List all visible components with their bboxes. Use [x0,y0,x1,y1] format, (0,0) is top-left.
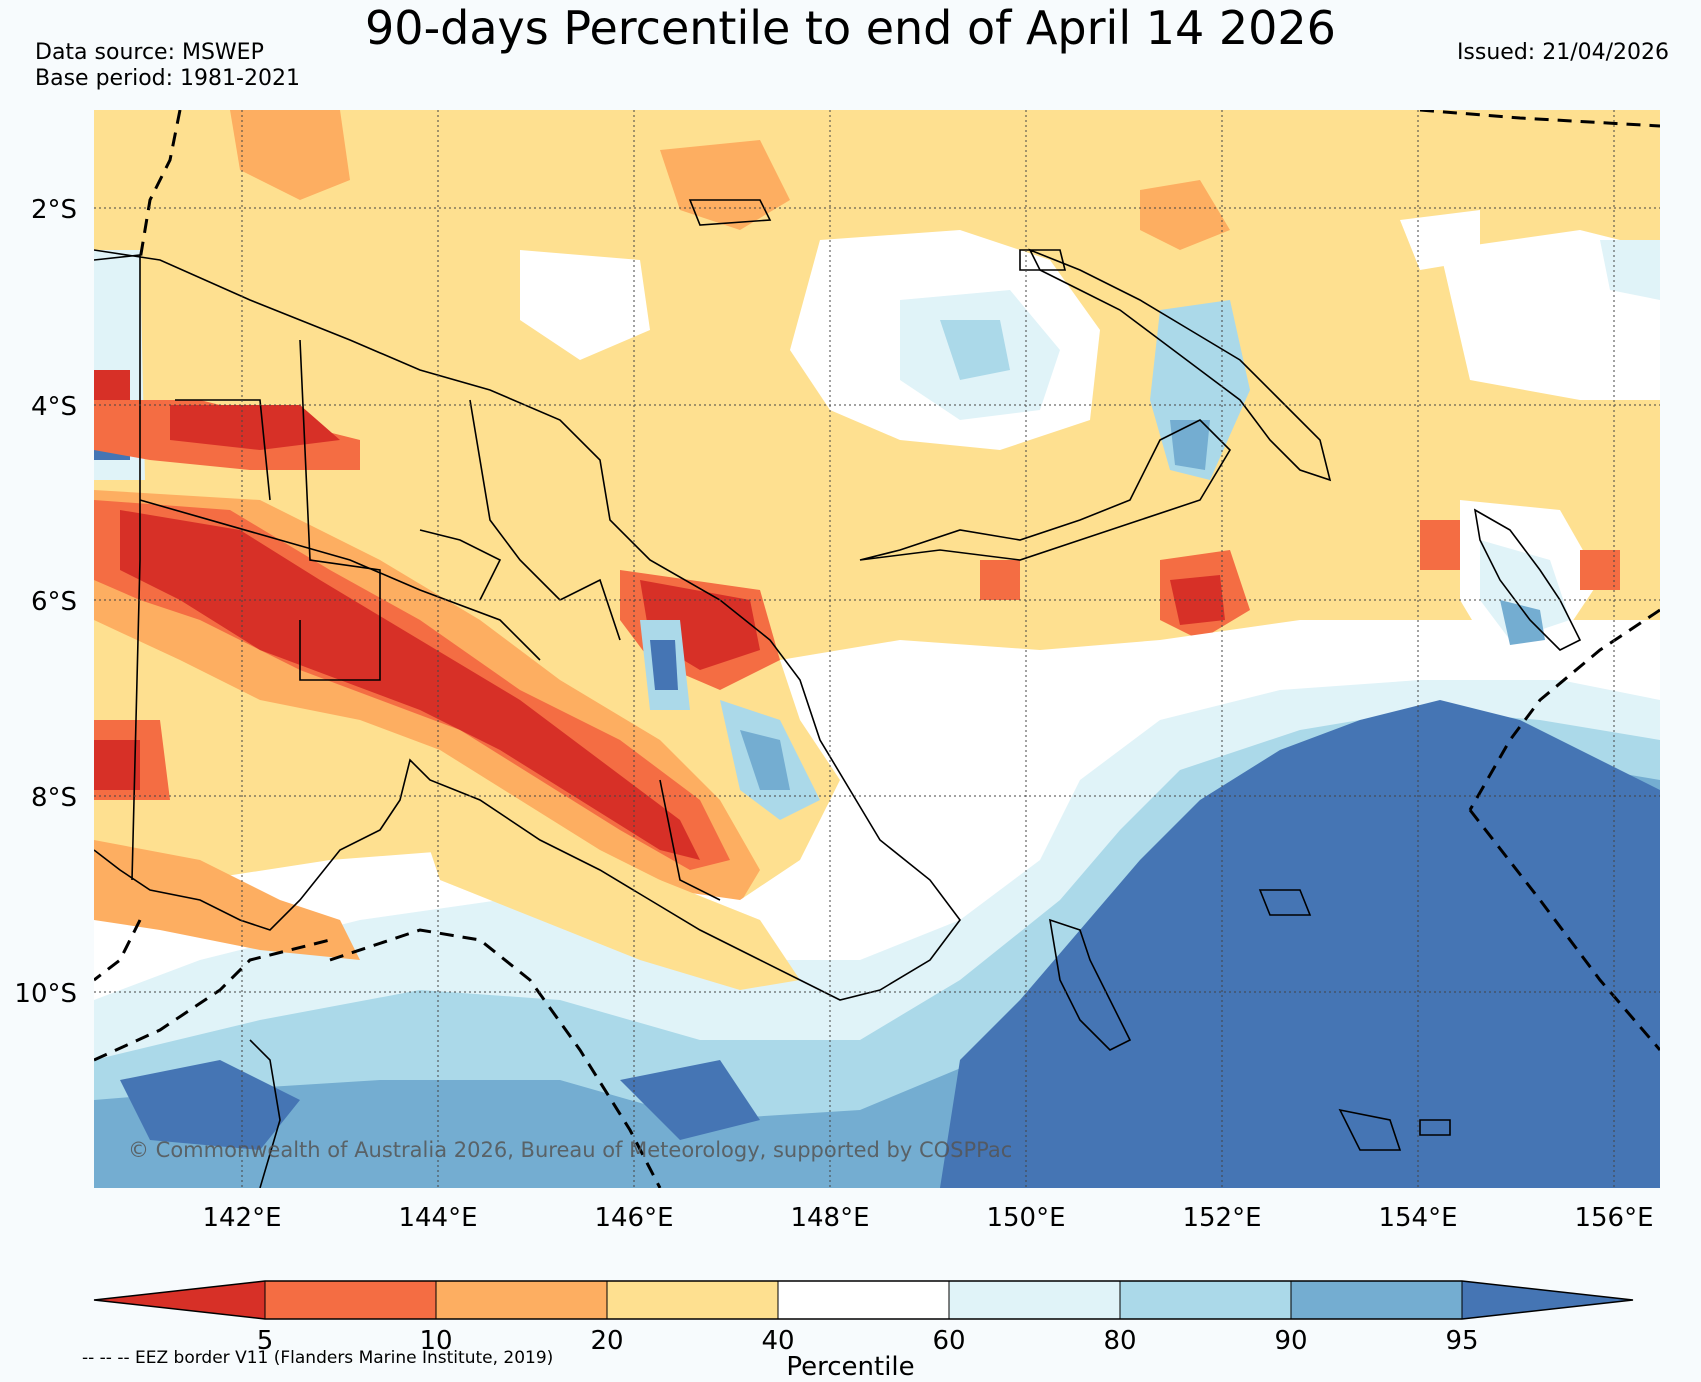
colorbar-segment-10-20 [436,1281,607,1319]
lat-label-6s: 6°S [31,587,77,617]
coastlines [94,199,1582,1188]
percentile-field [94,110,1660,1188]
base-period-label: Base period: 1981-2021 [35,66,300,91]
colorbar-segment-40-60 [778,1281,949,1319]
colorbar-title: Percentile [786,1352,915,1382]
lon-label-142e: 142°E [202,1203,281,1233]
colorbar-tick: 40 [761,1326,794,1356]
colorbar-tick: 80 [1103,1326,1136,1356]
colorbar-segment-80-90 [1120,1281,1291,1319]
lon-label-144e: 144°E [398,1203,477,1233]
colorbar: 5 10 20 40 60 80 90 95 [93,1280,1634,1356]
colorbar-max-arrow [1462,1281,1633,1319]
lat-label-10s: 10°S [14,979,77,1009]
eez-borders [94,110,1660,1188]
lon-label-156e: 156°E [1574,1203,1653,1233]
graticule [94,110,1660,1188]
lat-label-8s: 8°S [31,783,77,813]
colorbar-segment-5-10 [265,1281,436,1319]
issued-date-label: Issued: 21/04/2026 [1456,40,1669,65]
colorbar-tick: 5 [257,1326,274,1356]
lon-label-150e: 150°E [986,1203,1065,1233]
data-source-label: Data source: MSWEP [35,40,264,65]
copyright-credit: © Commonwealth of Australia 2026, Bureau… [128,1138,1013,1162]
colorbar-segment-60-80 [949,1281,1120,1319]
colorbar-segment-20-40 [607,1281,778,1319]
colorbar-min-arrow [94,1281,265,1319]
lon-label-152e: 152°E [1182,1203,1261,1233]
colorbar-tick: 10 [419,1326,452,1356]
lat-label-4s: 4°S [31,392,77,422]
lon-label-154e: 154°E [1378,1203,1457,1233]
lon-label-148e: 148°E [790,1203,869,1233]
colorbar-tick: 90 [1274,1326,1307,1356]
eez-border-note: -- -- -- EEZ border V11 (Flanders Marine… [82,1348,554,1368]
colorbar-tick: 60 [932,1326,965,1356]
colorbar-segment-90-95 [1291,1281,1462,1319]
lon-label-146e: 146°E [594,1203,673,1233]
colorbar-tick: 20 [590,1326,623,1356]
lat-label-2s: 2°S [31,195,77,225]
map-title: 90-days Percentile to end of April 14 20… [365,1,1336,55]
colorbar-tick: 95 [1445,1326,1478,1356]
